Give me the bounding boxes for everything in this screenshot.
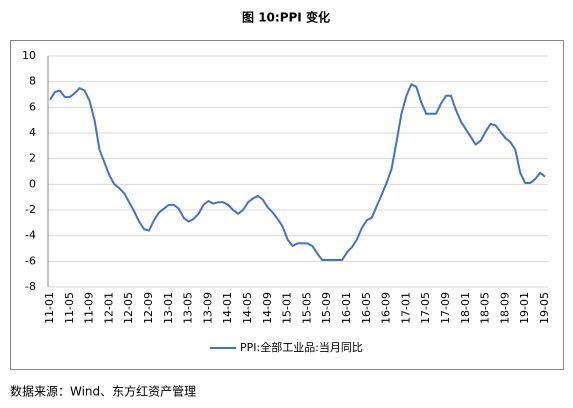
x-tick-label: 19-01 xyxy=(518,292,531,324)
y-tick-label: 4 xyxy=(29,126,36,139)
y-tick-label: 6 xyxy=(29,100,36,113)
y-tick-label: 2 xyxy=(29,152,36,165)
x-tick-label: 16-09 xyxy=(380,292,393,324)
y-tick-label: -8 xyxy=(25,280,36,293)
x-tick-label: 13-05 xyxy=(182,292,195,324)
x-tick-label: 17-09 xyxy=(439,292,452,324)
y-tick-label: 8 xyxy=(29,75,36,88)
x-tick-label: 16-01 xyxy=(340,292,353,324)
legend-label: PPI:全部工业品:当月同比 xyxy=(240,340,363,354)
y-tick-label: -4 xyxy=(25,229,36,242)
x-tick-label: 15-09 xyxy=(320,292,333,324)
x-tick-label: 11-05 xyxy=(63,292,76,324)
x-tick-label: 17-05 xyxy=(419,292,432,324)
y-tick-label: -6 xyxy=(25,254,36,267)
x-tick-label: 12-09 xyxy=(142,292,155,324)
source-note: 数据来源：Wind、东方红资产管理 xyxy=(10,384,196,399)
x-tick-label: 14-09 xyxy=(261,292,274,324)
x-tick-label: 16-05 xyxy=(360,292,373,324)
x-tick-label: 15-05 xyxy=(300,292,313,324)
x-tick-label: 18-01 xyxy=(459,292,472,324)
x-tick-label: 13-01 xyxy=(162,292,175,324)
x-tick-label: 12-05 xyxy=(122,292,135,324)
x-tick-label: 19-05 xyxy=(538,292,551,324)
x-tick-label: 18-05 xyxy=(479,292,492,324)
line-series xyxy=(49,83,546,262)
x-tick-label: 11-09 xyxy=(83,292,96,324)
x-tick-label: 17-01 xyxy=(399,292,412,324)
x-tick-label: 12-01 xyxy=(102,292,115,324)
y-tick-label: -2 xyxy=(25,203,36,216)
chart-frame xyxy=(10,40,564,370)
chart-title: 图 10:PPI 变化 xyxy=(242,10,330,25)
y-tick-label: 0 xyxy=(29,177,36,190)
x-tick-label: 15-01 xyxy=(281,292,294,324)
x-tick-label: 14-05 xyxy=(241,292,254,324)
x-tick-label: 11-01 xyxy=(43,292,56,324)
y-tick-label: 10 xyxy=(22,49,36,62)
x-tick-label: 18-09 xyxy=(498,292,511,324)
x-tick-label: 13-09 xyxy=(201,292,214,324)
x-tick-label: 14-01 xyxy=(221,292,234,324)
